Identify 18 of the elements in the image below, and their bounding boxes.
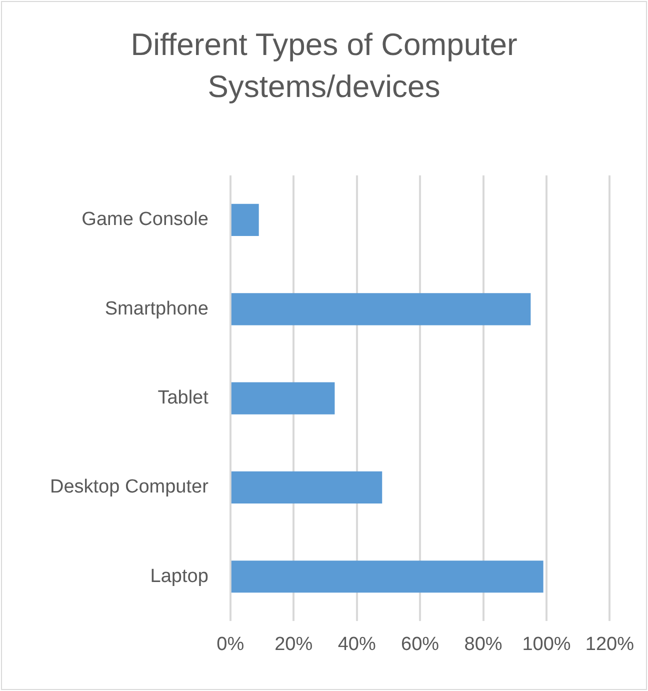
bar [231,204,259,236]
chart-title: Different Types of Computer Systems/devices [130,26,518,106]
y-tick-label: Smartphone [104,298,208,320]
bar [231,560,544,593]
y-tick-label: Game Console [82,209,208,230]
bar [231,382,335,414]
y-tick-label: Tablet [158,388,210,409]
y-tick-label: Laptop [150,566,208,587]
x-tick-label: 120% [585,634,634,655]
bar [231,293,531,326]
y-tick-label: Desktop Computer [50,476,210,498]
x-tick-label: 80% [464,634,502,655]
x-tick-label: 100% [522,634,571,655]
x-tick-label: 0% [216,634,244,655]
bar [231,471,382,504]
x-tick-label: 40% [338,634,376,655]
x-tick-label: 60% [401,634,440,655]
x-tick-label: 20% [274,634,313,655]
